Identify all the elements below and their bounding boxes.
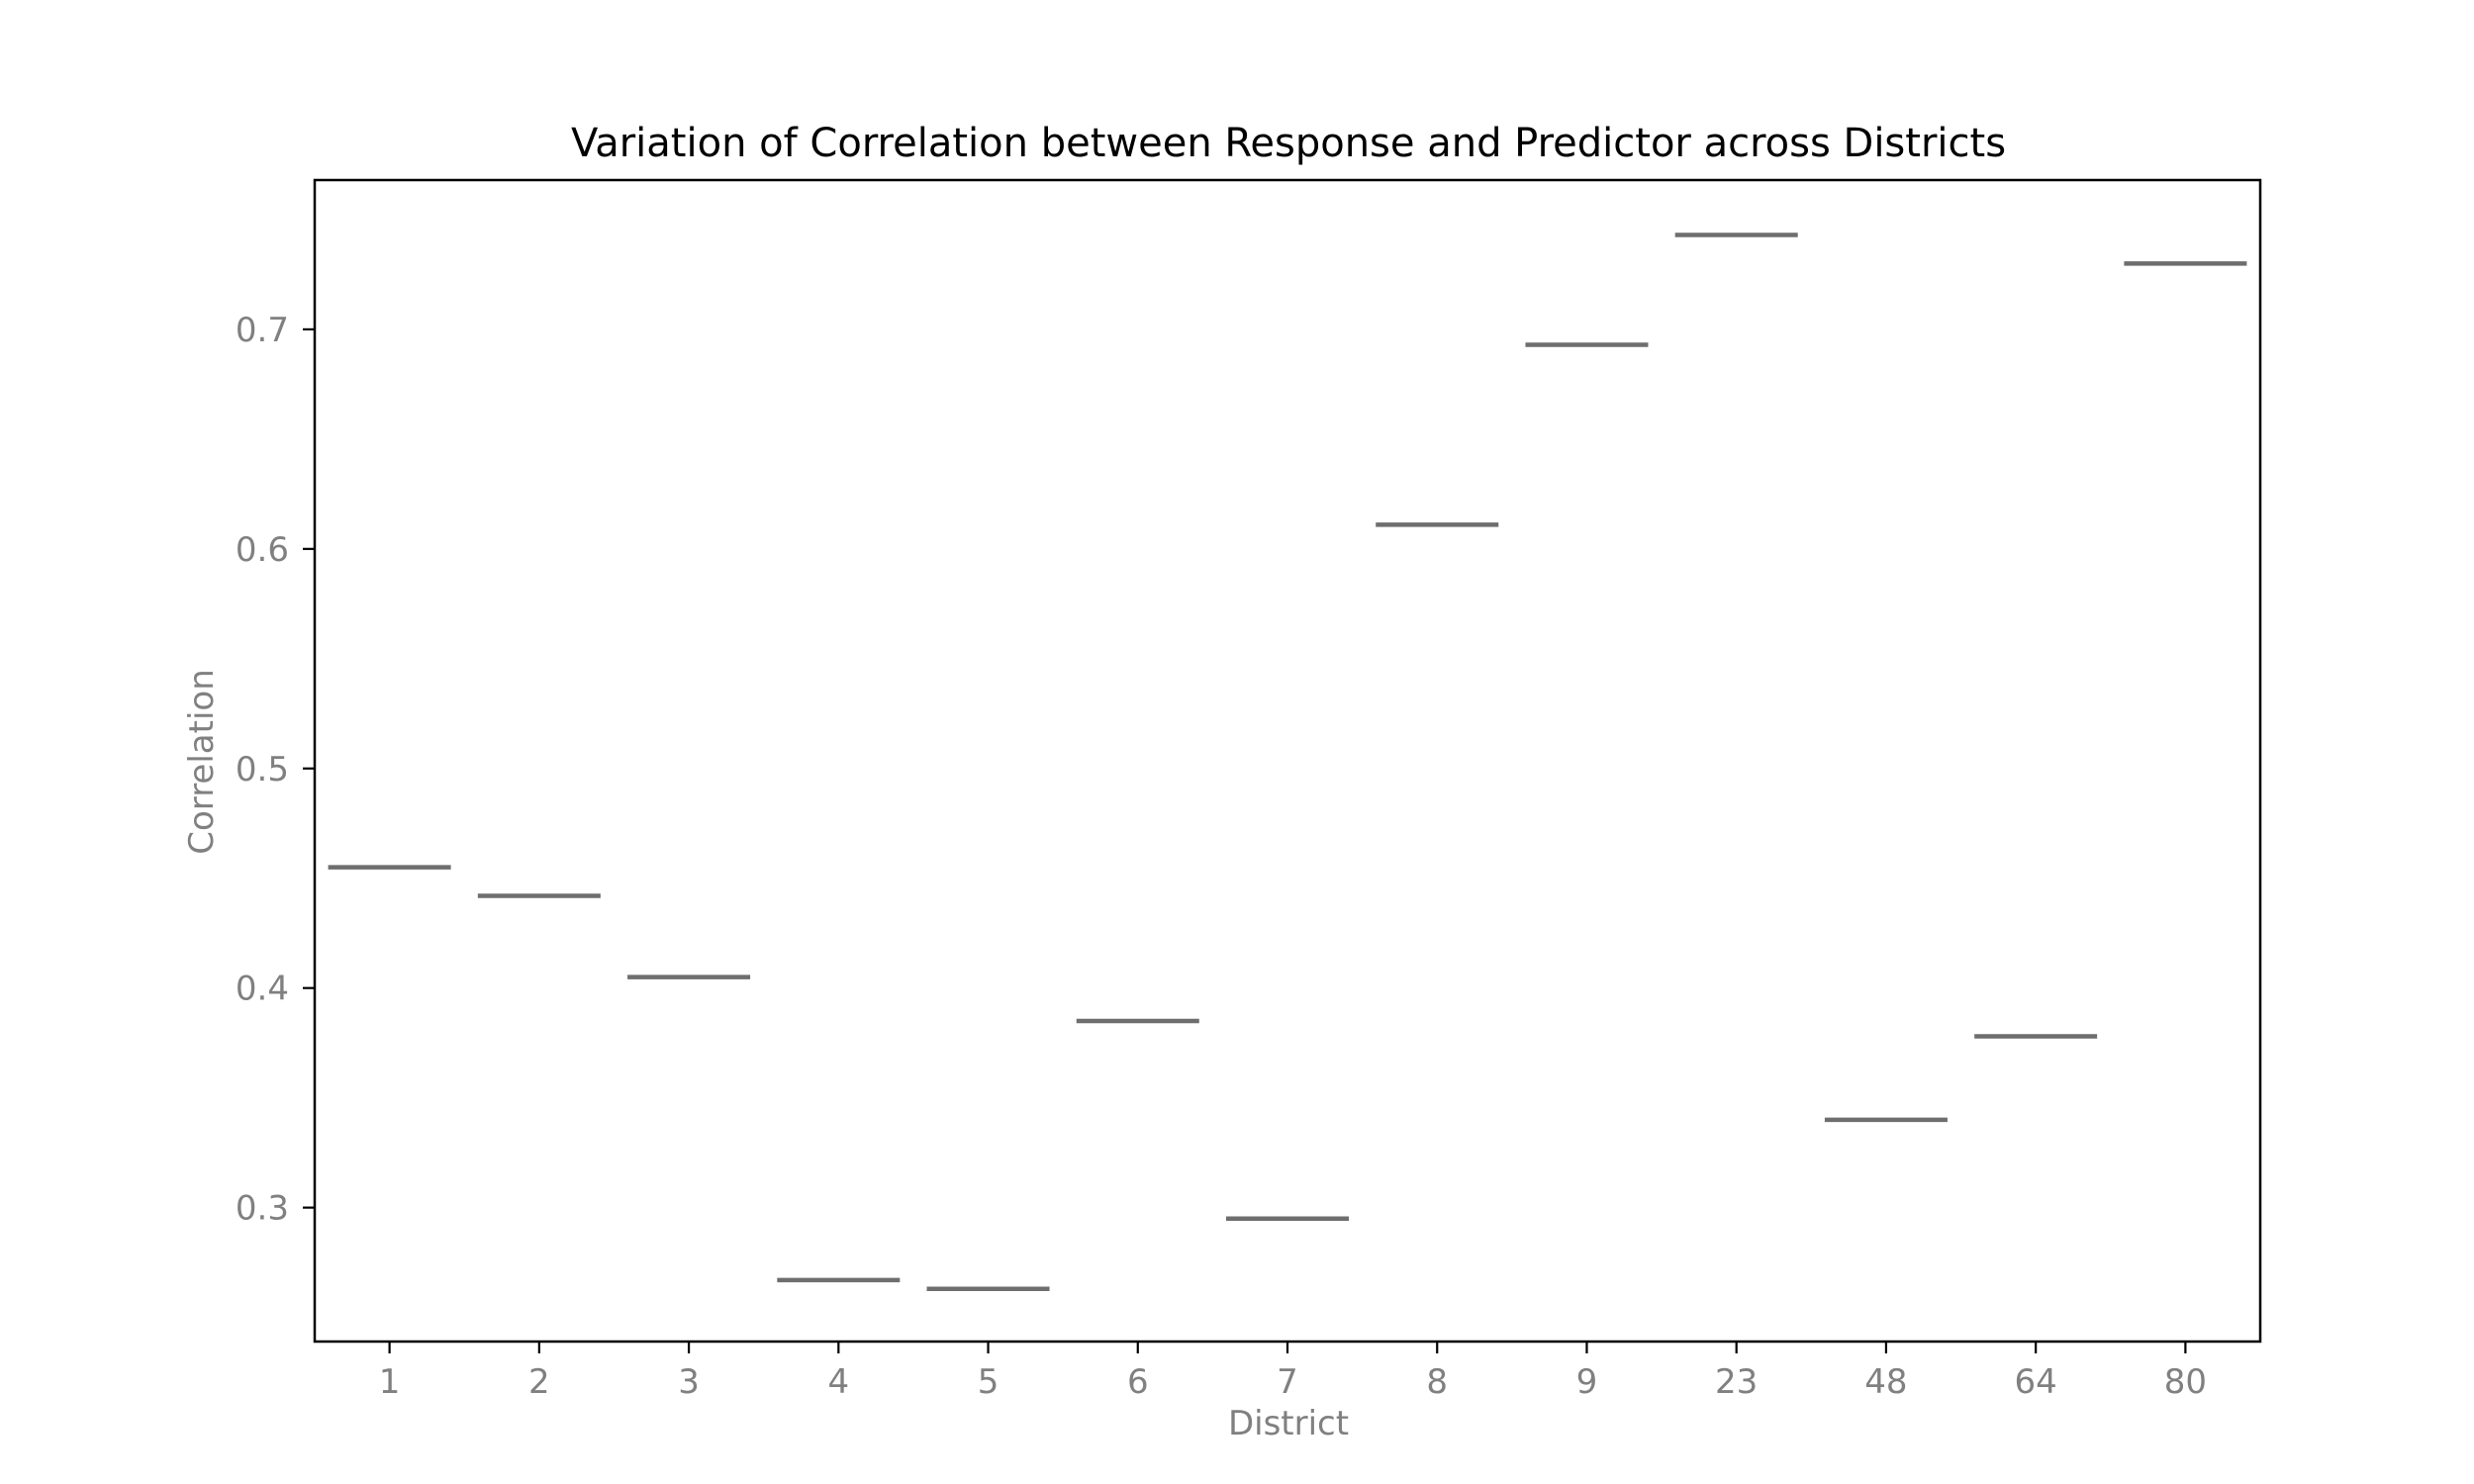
chart-title: Variation of Correlation between Respons… [571,121,2006,166]
y-tick-label: 0.6 [236,530,289,570]
y-tick-label: 0.5 [236,750,289,789]
plot-frame [313,178,2262,1344]
y-tick-label: 0.4 [236,970,289,1009]
x-tick-label: 64 [2015,1362,2057,1402]
x-tick-label: 9 [1576,1362,1598,1402]
x-tick-label: 48 [1864,1362,1907,1402]
x-tick-label: 8 [1426,1362,1448,1402]
y-axis-ticks: 0.3 0.4 0.5 0.6 0.7 [236,311,315,1229]
x-tick-label: 6 [1127,1362,1149,1402]
x-tick-label: 5 [978,1362,999,1402]
x-tick-label: 1 [379,1362,401,1402]
x-axis-label: District [1228,1404,1349,1443]
x-tick-label: 3 [678,1362,700,1402]
x-tick-label: 2 [528,1362,550,1402]
y-axis-label: Correlation [182,669,222,854]
x-axis-ticks: 1 2 3 4 5 6 7 8 9 23 48 64 80 [379,1342,2207,1402]
y-tick-label: 0.3 [236,1189,289,1229]
x-tick-label: 23 [1715,1362,1758,1402]
x-tick-label: 4 [827,1362,849,1402]
district-correlation-marks [328,232,2247,1291]
x-tick-label: 80 [2164,1362,2207,1402]
y-tick-label: 0.7 [236,311,289,350]
x-tick-label: 7 [1277,1362,1298,1402]
